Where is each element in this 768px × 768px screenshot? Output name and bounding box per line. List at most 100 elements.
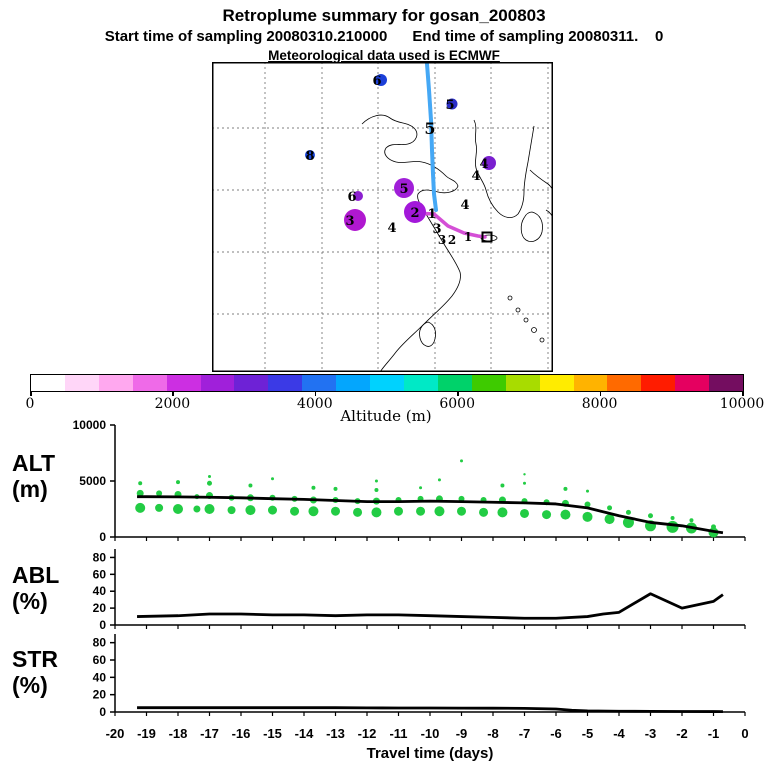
x-tick-label: -10	[421, 726, 440, 741]
map-day-label: 5	[424, 119, 435, 138]
alt-dot	[520, 508, 529, 518]
alt-dot	[648, 513, 653, 519]
y-tick-label: 40	[93, 584, 107, 598]
x-tick-label: -8	[487, 726, 499, 741]
china-coastline	[361, 114, 461, 372]
colorbar-cell	[709, 375, 744, 391]
alt-dot	[136, 489, 144, 497]
colorbar-tick-row: 0 2000 4000 6000 8000 10000	[26, 392, 764, 414]
plume-marker-label: 6	[347, 190, 356, 205]
mean-trajectory-upper	[425, 62, 438, 212]
y-tick-label: 60	[93, 653, 107, 667]
colorbar-cell	[471, 375, 506, 391]
alt-dot	[434, 506, 445, 517]
altitude-colorbar	[30, 374, 744, 392]
alt-dot	[176, 480, 180, 485]
korea-coastline	[473, 119, 535, 218]
colorbar-cell	[98, 375, 133, 391]
alt-dot	[138, 481, 143, 486]
panel-label-abl: ABL (%)	[12, 562, 107, 614]
panel-label-str: STR (%)	[12, 646, 107, 698]
colorbar-cell	[573, 375, 608, 391]
colorbar-cell	[641, 375, 676, 391]
plume-marker-label: 3	[345, 214, 354, 229]
map-day-label: 3	[438, 233, 446, 247]
plume-marker	[353, 191, 363, 201]
x-tick-label: -6	[550, 726, 562, 741]
alt-dot	[586, 489, 589, 493]
colorbar-tick-label: 0	[25, 396, 35, 412]
y-tick-label: 10000	[73, 418, 107, 432]
alt-dot	[479, 507, 489, 517]
alt-dot	[311, 485, 316, 490]
coastlines	[361, 114, 553, 372]
ryukyu-island	[507, 295, 513, 301]
panel-label-alt-line1: ALT	[12, 450, 56, 476]
x-tick-label: -5	[582, 726, 594, 741]
colorbar-cell	[302, 375, 337, 391]
alt-dot	[156, 490, 163, 497]
alt-dot	[711, 524, 716, 530]
colorbar-cell	[370, 375, 404, 391]
alt-dot	[135, 502, 146, 513]
alt-dot	[353, 507, 363, 517]
colorbar-tickmark	[172, 392, 174, 396]
alt-dot	[419, 486, 423, 490]
colorbar-tickmark	[30, 392, 32, 396]
alt-dot	[416, 506, 426, 516]
sampling-times: Start time of sampling 20080310.210000 E…	[104, 28, 664, 45]
alt-dot	[523, 481, 526, 485]
alt-dot	[173, 504, 183, 514]
y-tick-label: 40	[93, 670, 107, 684]
alt-dot	[268, 505, 277, 515]
alt-dot	[207, 480, 212, 486]
y-tick-label: 0	[99, 530, 106, 544]
colorbar-cell	[200, 375, 235, 391]
colorbar-cell	[132, 375, 167, 391]
colorbar-cell	[607, 375, 642, 391]
alt-dot	[248, 483, 253, 488]
y-tick-label: 60	[93, 567, 107, 581]
alt-dot	[227, 506, 236, 515]
colorbar-cell	[437, 375, 472, 391]
alt-dot	[604, 514, 615, 525]
x-tick-label: -20	[106, 726, 125, 741]
y-tick-label: 0	[99, 618, 106, 632]
colorbar-tickmark	[742, 392, 744, 396]
alt-dot	[563, 486, 568, 491]
alt-dot	[331, 506, 340, 516]
alt-dot	[155, 503, 164, 512]
x-tick-label: -19	[137, 726, 156, 741]
colorbar-cell	[403, 375, 438, 391]
map-frame	[212, 62, 553, 372]
panel-label-str-line2: (%)	[12, 672, 48, 698]
ryukyu-island	[531, 327, 537, 333]
kyushu-island	[520, 211, 543, 242]
colorbar-tick-label: 8000	[581, 396, 618, 412]
page-title: Retroplume summary for gosan_200803	[222, 6, 546, 25]
colorbar-cell	[166, 375, 201, 391]
colorbar-tickmark	[599, 392, 602, 396]
alt-dot	[271, 477, 274, 481]
colorbar-cell	[31, 375, 65, 391]
plume-marker-label: 2	[410, 206, 419, 221]
plume-marker	[344, 209, 366, 231]
alt-dot	[457, 506, 466, 516]
colorbar-cell	[64, 375, 99, 391]
x-tick-label: -7	[519, 726, 531, 741]
colorbar-tick-label: 2000	[154, 396, 191, 412]
colorbar-tickmark	[314, 392, 317, 396]
mean-trajectory-lower	[413, 211, 487, 239]
colorbar-tickmark	[457, 392, 459, 396]
alt-dot	[308, 506, 319, 517]
plume-marker-label: 8	[305, 149, 314, 164]
colorbar-cell	[336, 375, 371, 391]
alt-dot	[208, 475, 211, 479]
x-tick-label: -17	[200, 726, 219, 741]
map-day-label: 4	[387, 221, 396, 236]
colorbar-cell	[675, 375, 710, 391]
x-tick-label: -15	[263, 726, 282, 741]
colorbar-cell	[234, 375, 269, 391]
